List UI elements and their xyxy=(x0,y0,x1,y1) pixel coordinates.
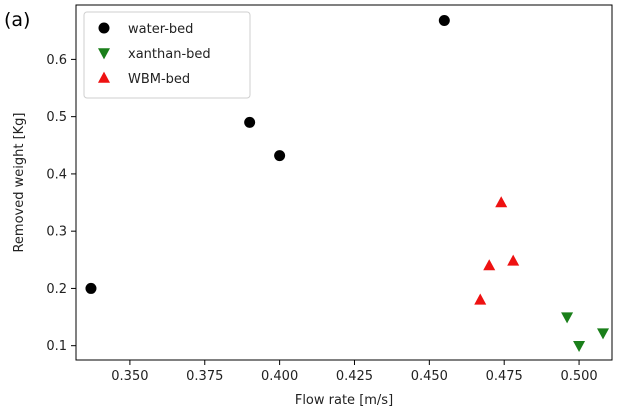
y-tick-label: 0.5 xyxy=(46,110,67,125)
y-axis-label: Removed weight [Kg] xyxy=(12,112,27,252)
water-bed-point xyxy=(274,150,286,162)
legend-label-water-bed: water-bed xyxy=(128,22,193,37)
legend-label-xanthan-bed: xanthan-bed xyxy=(128,47,211,62)
panel-label: (a) xyxy=(4,9,30,31)
wbm-bed-point xyxy=(507,254,520,266)
legend-label-wbm-bed: WBM-bed xyxy=(128,72,190,87)
water-bed-point xyxy=(244,116,256,128)
x-axis-label: Flow rate [m/s] xyxy=(295,393,393,408)
x-tick-label: 0.450 xyxy=(411,369,448,384)
legend-marker-xanthan-bed xyxy=(97,48,111,60)
legend-box xyxy=(83,11,251,99)
x-tick-label: 0.500 xyxy=(560,369,597,384)
x-tick-label: 0.425 xyxy=(336,369,373,384)
legend-marker-wbm-bed xyxy=(97,71,111,83)
y-tick-label: 0.4 xyxy=(46,167,67,182)
plot-frame xyxy=(75,4,613,361)
wbm-bed-point xyxy=(483,259,496,271)
x-tick-label: 0.375 xyxy=(186,369,223,384)
x-tick-label: 0.400 xyxy=(261,369,298,384)
x-tick-label: 0.350 xyxy=(111,369,148,384)
y-tick-label: 0.6 xyxy=(46,53,67,68)
x-tick-label: 0.475 xyxy=(486,369,523,384)
water-bed-point xyxy=(438,14,450,26)
legend: water-bed xanthan-bed WBM-bed xyxy=(83,11,251,99)
xanthan-bed-point xyxy=(573,340,586,353)
xanthan-bed-point xyxy=(561,312,574,324)
y-tick-label: 0.2 xyxy=(46,282,67,297)
water-bed-point xyxy=(85,282,97,294)
y-tick-label: 0.1 xyxy=(46,339,67,354)
legend-marker-water-bed xyxy=(98,22,110,34)
xanthan-bed-point xyxy=(597,328,610,340)
y-tick-label: 0.3 xyxy=(46,225,67,240)
wbm-bed-point xyxy=(474,293,487,305)
wbm-bed-point xyxy=(495,196,508,208)
